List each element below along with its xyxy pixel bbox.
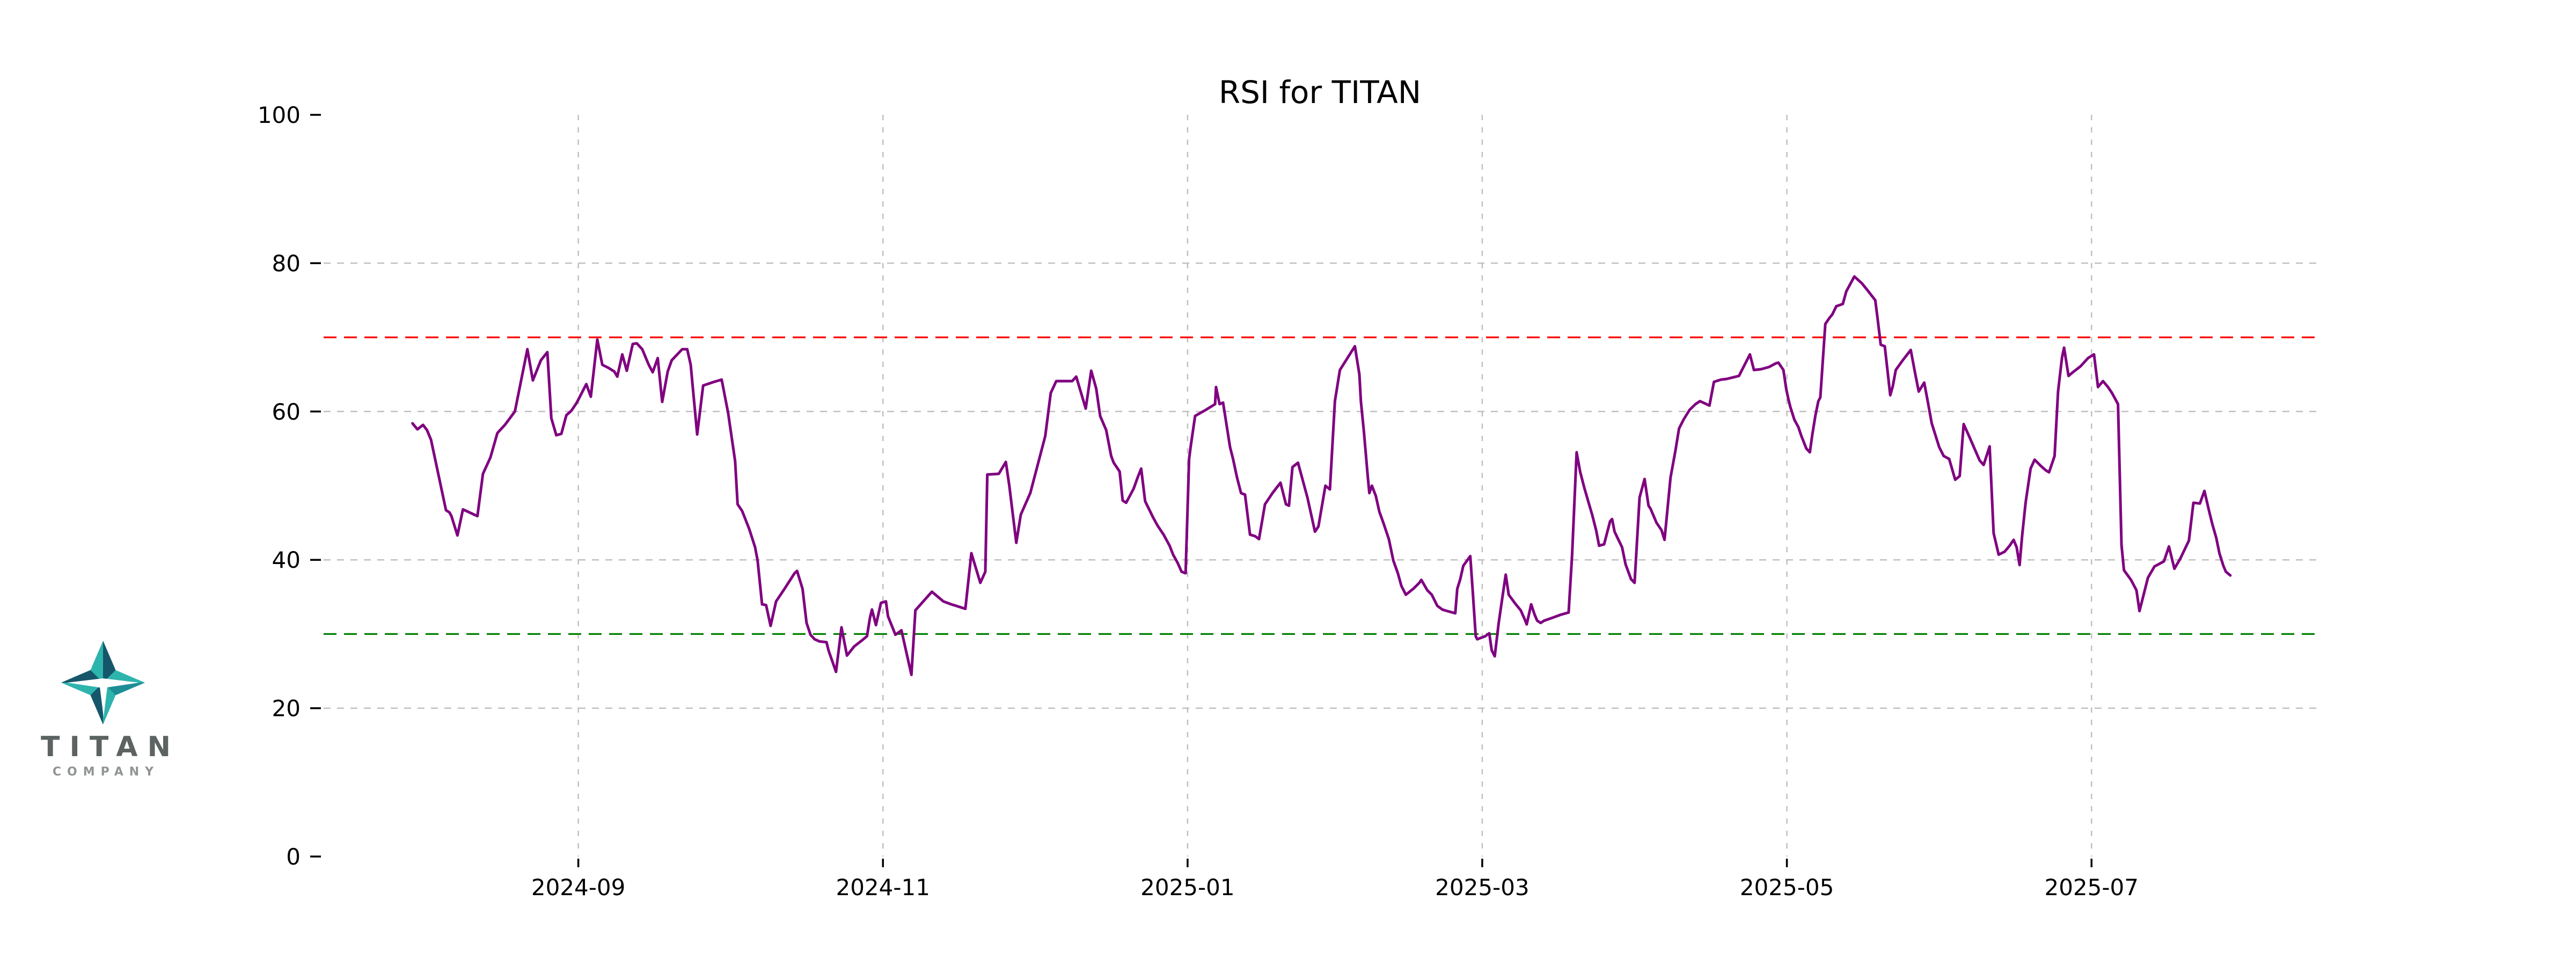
brand-subtitle: COMPANY	[52, 765, 160, 779]
x-tick-label: 2025-05	[1740, 874, 1834, 901]
y-tick-label: 80	[272, 250, 301, 276]
titan-logo: TITAN COMPANY	[31, 640, 175, 778]
y-tick-label: 20	[272, 696, 301, 722]
y-tick-label: 100	[258, 102, 301, 128]
titan-star-icon	[61, 641, 145, 724]
rsi-line	[411, 275, 2232, 676]
x-tick-label: 2025-01	[1140, 874, 1235, 901]
y-tick-label: 40	[272, 547, 301, 573]
brand-name: TITAN	[41, 731, 181, 763]
chart-title: RSI for TITAN	[1218, 74, 1422, 111]
x-tick-label: 2024-11	[836, 874, 930, 901]
x-tick-label: 2025-03	[1435, 874, 1529, 901]
y-tick-label: 0	[286, 844, 301, 870]
x-tick-label: 2025-07	[2044, 874, 2139, 901]
y-tick-label: 60	[272, 399, 301, 425]
x-tick-label: 2024-09	[531, 874, 626, 901]
